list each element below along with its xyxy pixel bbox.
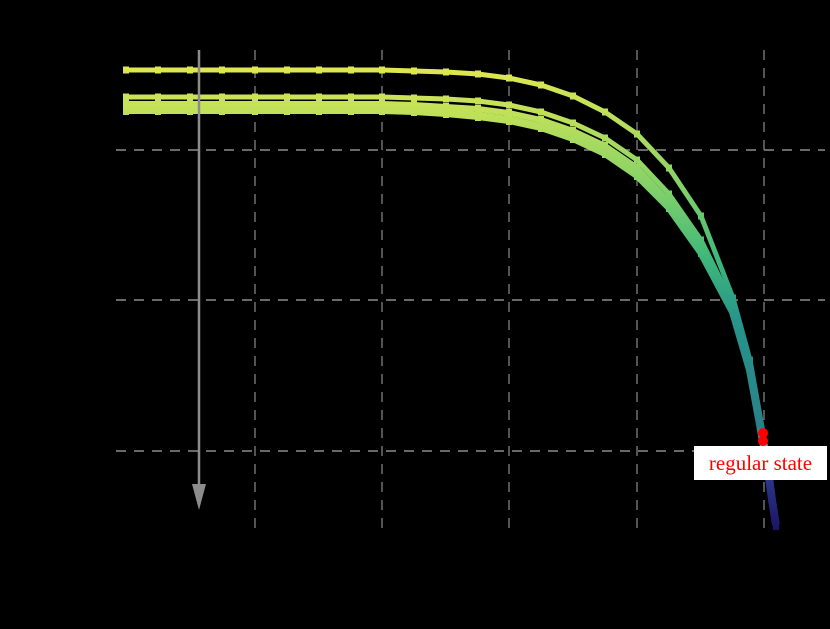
series-marker xyxy=(538,122,544,132)
series-line-curve-band-bottom xyxy=(126,106,780,526)
series-marker xyxy=(475,70,481,78)
series-marker xyxy=(698,244,704,252)
series-marker xyxy=(123,100,129,108)
series-marker xyxy=(252,93,258,101)
series-marker xyxy=(634,170,640,180)
series-marker xyxy=(155,66,161,74)
series-marker xyxy=(379,66,385,74)
series-marker xyxy=(506,115,512,125)
series-line-curve-1 xyxy=(126,67,766,434)
series-marker xyxy=(570,92,576,100)
regular-state-point xyxy=(758,428,768,438)
series-marker xyxy=(379,100,385,108)
series-marker xyxy=(411,101,417,109)
series-marker xyxy=(773,520,779,530)
regular-state-points xyxy=(758,428,768,446)
series-marker xyxy=(379,93,385,101)
series-marker xyxy=(747,356,753,364)
series-marker xyxy=(475,111,481,121)
series-marker xyxy=(284,66,290,74)
series-marker xyxy=(252,100,258,108)
series-marker xyxy=(602,134,608,142)
regular-state-point xyxy=(758,436,768,446)
series-marker xyxy=(123,66,129,74)
regular-state-text: regular state xyxy=(708,450,813,475)
series-marker xyxy=(602,142,608,150)
series-marker xyxy=(570,133,576,143)
series-marker xyxy=(411,94,417,102)
series-marker xyxy=(602,108,608,116)
series-marker xyxy=(475,105,481,113)
series-marker xyxy=(348,93,354,101)
series-marker xyxy=(284,93,290,101)
series-line-curve-band-top xyxy=(126,101,766,439)
regular-state-label: regular state xyxy=(694,446,827,480)
series-marker xyxy=(634,156,640,164)
series-marker xyxy=(666,190,672,198)
series-marker xyxy=(698,236,704,244)
series-marker xyxy=(443,103,449,111)
series-marker xyxy=(570,119,576,127)
series-marker xyxy=(348,66,354,74)
series-marker xyxy=(443,95,449,103)
series-marker xyxy=(316,105,322,115)
series-marker xyxy=(538,108,544,116)
series-marker xyxy=(284,100,290,108)
series-marker xyxy=(379,105,385,115)
series-marker xyxy=(666,164,672,172)
series-marker xyxy=(252,105,258,115)
arrow-head-icon xyxy=(192,484,206,510)
series-marker xyxy=(634,130,640,138)
series-marker xyxy=(506,109,512,117)
series-marker xyxy=(187,66,193,74)
series-marker xyxy=(506,101,512,109)
series-marker xyxy=(602,148,608,158)
series-marker xyxy=(155,93,161,101)
series-marker xyxy=(155,100,161,108)
series-marker xyxy=(219,105,225,115)
series-marker xyxy=(475,97,481,105)
data-series xyxy=(123,66,780,530)
series-marker xyxy=(538,81,544,89)
series-marker xyxy=(284,105,290,115)
series-marker xyxy=(187,105,193,115)
series-marker xyxy=(316,100,322,108)
series-marker xyxy=(730,294,736,302)
series-marker xyxy=(769,495,775,505)
series-marker xyxy=(570,127,576,135)
series-marker xyxy=(348,100,354,108)
series-marker xyxy=(698,212,704,220)
series-marker xyxy=(252,66,258,74)
series-marker xyxy=(443,108,449,118)
series-marker xyxy=(219,66,225,74)
series-marker xyxy=(506,74,512,82)
series-marker xyxy=(219,100,225,108)
series-marker xyxy=(316,93,322,101)
series-marker xyxy=(411,67,417,75)
series-marker xyxy=(123,105,129,115)
series-marker xyxy=(538,116,544,124)
series-marker xyxy=(155,105,161,115)
series-marker xyxy=(316,66,322,74)
series-marker xyxy=(187,100,193,108)
series-marker xyxy=(219,93,225,101)
series-marker xyxy=(411,106,417,116)
series-marker xyxy=(348,105,354,115)
series-marker xyxy=(123,93,129,101)
series-marker xyxy=(666,198,672,206)
trend-arrow xyxy=(192,50,206,510)
series-marker xyxy=(443,68,449,76)
series-marker xyxy=(634,164,640,172)
series-marker xyxy=(187,93,193,101)
series-line-curve-2 xyxy=(126,94,766,438)
